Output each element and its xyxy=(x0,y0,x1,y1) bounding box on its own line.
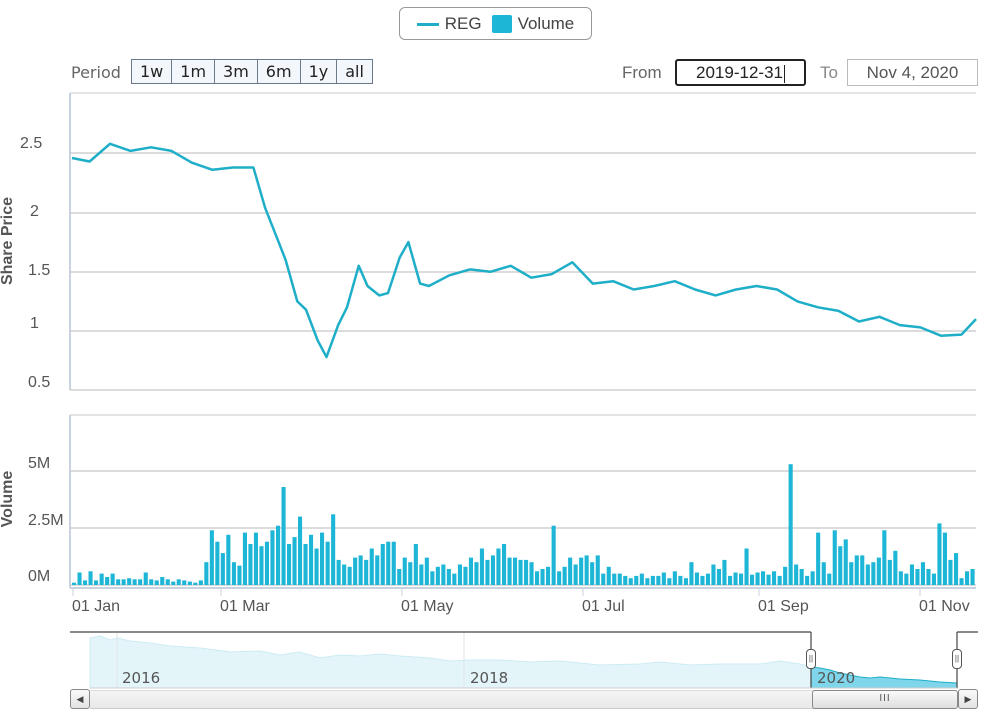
x-tick-sep: 01 Sep xyxy=(758,598,809,615)
from-label: From xyxy=(622,63,662,82)
from-date-input[interactable]: 2019-12-31 xyxy=(675,59,806,86)
period-button-3m[interactable]: 3m xyxy=(215,60,258,83)
legend-item-volume[interactable]: Volume xyxy=(491,14,574,34)
navigator-chart xyxy=(70,631,978,689)
scroll-left-button[interactable]: ◀ xyxy=(70,689,90,709)
price-tick-0.5: 0.5 xyxy=(28,374,51,391)
price-line xyxy=(71,142,977,359)
navigator-year-2020: 2020 xyxy=(817,669,856,687)
scrollbar-thumb[interactable]: III xyxy=(812,690,958,709)
x-tick-nov: 01 Nov xyxy=(919,598,970,615)
to-date-input[interactable]: Nov 4, 2020 xyxy=(847,59,978,86)
price-tick-2.5: 2.5 xyxy=(20,135,43,152)
x-tick-mar: 01 Mar xyxy=(220,598,270,615)
x-tick-jul: 01 Jul xyxy=(582,598,625,615)
period-button-group: 1w 1m 3m 6m 1y all xyxy=(131,59,373,84)
to-label: To xyxy=(820,63,838,82)
legend-item-reg[interactable]: REG xyxy=(416,14,482,34)
grid-lines xyxy=(69,92,976,596)
navigator-right-handle[interactable]: || xyxy=(952,649,962,669)
volume-tick-0M: 0M xyxy=(28,568,51,585)
navigator-year-2018: 2018 xyxy=(470,669,509,687)
line-swatch-icon xyxy=(416,22,439,26)
x-tick-jan: 01 Jan xyxy=(72,598,121,615)
period-label: Period xyxy=(71,63,121,82)
period-button-6m[interactable]: 6m xyxy=(257,60,301,83)
chart-legend: REG Volume xyxy=(399,7,592,40)
scroll-right-button[interactable]: ▶ xyxy=(958,689,978,709)
price-tick-1.5: 1.5 xyxy=(28,262,51,279)
period-button-1w[interactable]: 1w xyxy=(132,60,173,83)
navigator-left-handle[interactable]: || xyxy=(806,649,816,669)
navigator-year-2016: 2016 xyxy=(122,669,161,687)
period-button-1m[interactable]: 1m xyxy=(172,60,216,83)
volume-bars xyxy=(72,464,975,585)
scrollbar-track[interactable] xyxy=(90,690,956,709)
volume-tick-5M: 5M xyxy=(28,455,51,472)
bar-swatch-icon xyxy=(491,15,512,34)
price-tick-1: 1 xyxy=(30,315,39,332)
volume-tick-2.5M: 2.5M xyxy=(28,512,64,529)
x-tick-may: 01 May xyxy=(401,598,454,615)
text-caret xyxy=(783,64,785,83)
period-button-1y[interactable]: 1y xyxy=(300,60,338,83)
period-button-all[interactable]: all xyxy=(337,60,372,83)
price-tick-2: 2 xyxy=(30,203,39,220)
